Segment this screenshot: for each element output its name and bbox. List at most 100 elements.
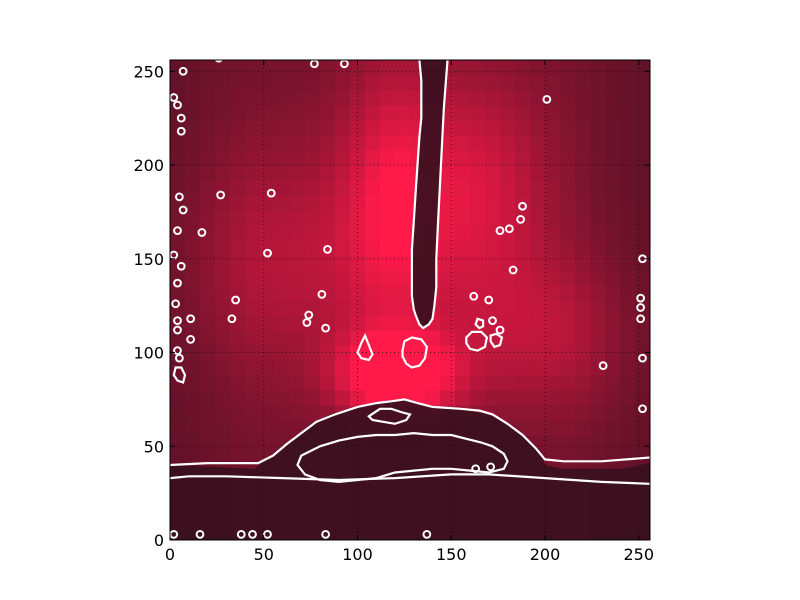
heat-cell: [200, 450, 216, 466]
heat-cell: [200, 135, 216, 151]
heat-cell: [560, 330, 576, 346]
heat-cell: [530, 285, 546, 301]
heat-cell: [605, 360, 621, 376]
heat-cell: [560, 285, 576, 301]
heat-cell: [455, 375, 471, 391]
heat-cell: [305, 210, 321, 226]
heat-cell: [185, 135, 201, 151]
heat-cell: [485, 255, 501, 271]
heat-cell: [200, 240, 216, 256]
heat-cell: [275, 60, 291, 76]
heat-cell: [470, 165, 486, 181]
heat-cell: [320, 345, 336, 361]
heat-cell: [635, 210, 650, 226]
x-tick-label: 200: [530, 545, 561, 564]
heat-cell: [560, 255, 576, 271]
heat-cell: [260, 210, 276, 226]
heat-cell: [335, 360, 351, 376]
heat-cell: [200, 375, 216, 391]
heat-cell: [485, 105, 501, 121]
heat-cell: [230, 210, 246, 226]
heat-cell: [620, 225, 636, 241]
heat-cell: [215, 360, 231, 376]
heat-cell: [245, 120, 261, 136]
heat-cell: [590, 120, 606, 136]
heat-cell: [530, 195, 546, 211]
heat-cell: [500, 210, 516, 226]
heat-cell: [185, 210, 201, 226]
heat-cell: [470, 360, 486, 376]
heat-cell: [590, 150, 606, 166]
heat-cell: [230, 75, 246, 91]
contour-speckle: [263, 529, 272, 539]
heat-cell: [305, 360, 321, 376]
heat-cell: [320, 195, 336, 211]
heat-cell: [485, 375, 501, 391]
heat-cell: [170, 180, 186, 196]
heat-cell: [620, 315, 636, 331]
heat-cell: [275, 285, 291, 301]
heat-cell: [575, 165, 591, 181]
heat-cell: [530, 420, 546, 436]
heat-cell: [605, 165, 621, 181]
heat-cell: [470, 270, 486, 286]
heat-cell: [470, 180, 486, 196]
heat-cell: [620, 450, 636, 466]
heat-cell: [260, 180, 276, 196]
heat-cell: [200, 210, 216, 226]
heat-cell: [560, 435, 576, 451]
heat-cell: [185, 435, 201, 451]
heat-cell: [320, 60, 336, 76]
heat-cell: [320, 210, 336, 226]
heat-cell: [335, 270, 351, 286]
heat-cell: [200, 180, 216, 196]
heat-cell: [470, 105, 486, 121]
heat-cell: [275, 300, 291, 316]
heat-cell: [635, 360, 650, 376]
heat-cell: [350, 120, 366, 136]
contour-speckle: [176, 113, 186, 123]
heat-cell: [305, 90, 321, 106]
contour-speckle: [321, 529, 331, 539]
heat-cell: [515, 60, 531, 76]
heat-cell: [335, 165, 351, 181]
heat-cell: [200, 285, 216, 301]
heat-cell: [380, 165, 396, 181]
heat-cell: [350, 375, 366, 391]
heat-cell: [620, 150, 636, 166]
heat-cell: [320, 150, 336, 166]
heat-cell: [545, 405, 561, 421]
heat-cell: [545, 270, 561, 286]
heat-cell: [500, 315, 516, 331]
heat-cell: [605, 240, 621, 256]
heat-cell: [395, 270, 411, 286]
heat-cell: [545, 330, 561, 346]
heat-cell: [215, 240, 231, 256]
heat-cell: [305, 390, 321, 406]
contour-speckle: [636, 314, 646, 324]
heat-cell: [365, 90, 381, 106]
heat-cell: [260, 165, 276, 181]
contour-speckle: [214, 60, 223, 63]
heat-cell: [200, 90, 216, 106]
heat-cell: [275, 195, 291, 211]
heat-cell: [320, 375, 336, 391]
heat-cell: [515, 135, 531, 151]
heat-cell: [500, 330, 516, 346]
heat-cell: [530, 300, 546, 316]
heat-cell: [530, 375, 546, 391]
heat-cell: [530, 180, 546, 196]
heat-cell: [260, 135, 276, 151]
heat-cell: [575, 120, 591, 136]
heat-cell: [605, 390, 621, 406]
heat-cell: [515, 375, 531, 391]
heat-cell: [320, 105, 336, 121]
heat-cell: [635, 330, 650, 346]
heat-cell: [575, 375, 591, 391]
heat-cell: [530, 120, 546, 136]
heat-cell: [575, 450, 591, 466]
heat-cell: [560, 240, 576, 256]
heat-cell: [470, 150, 486, 166]
heat-cell: [170, 405, 186, 421]
heat-cell: [170, 390, 186, 406]
